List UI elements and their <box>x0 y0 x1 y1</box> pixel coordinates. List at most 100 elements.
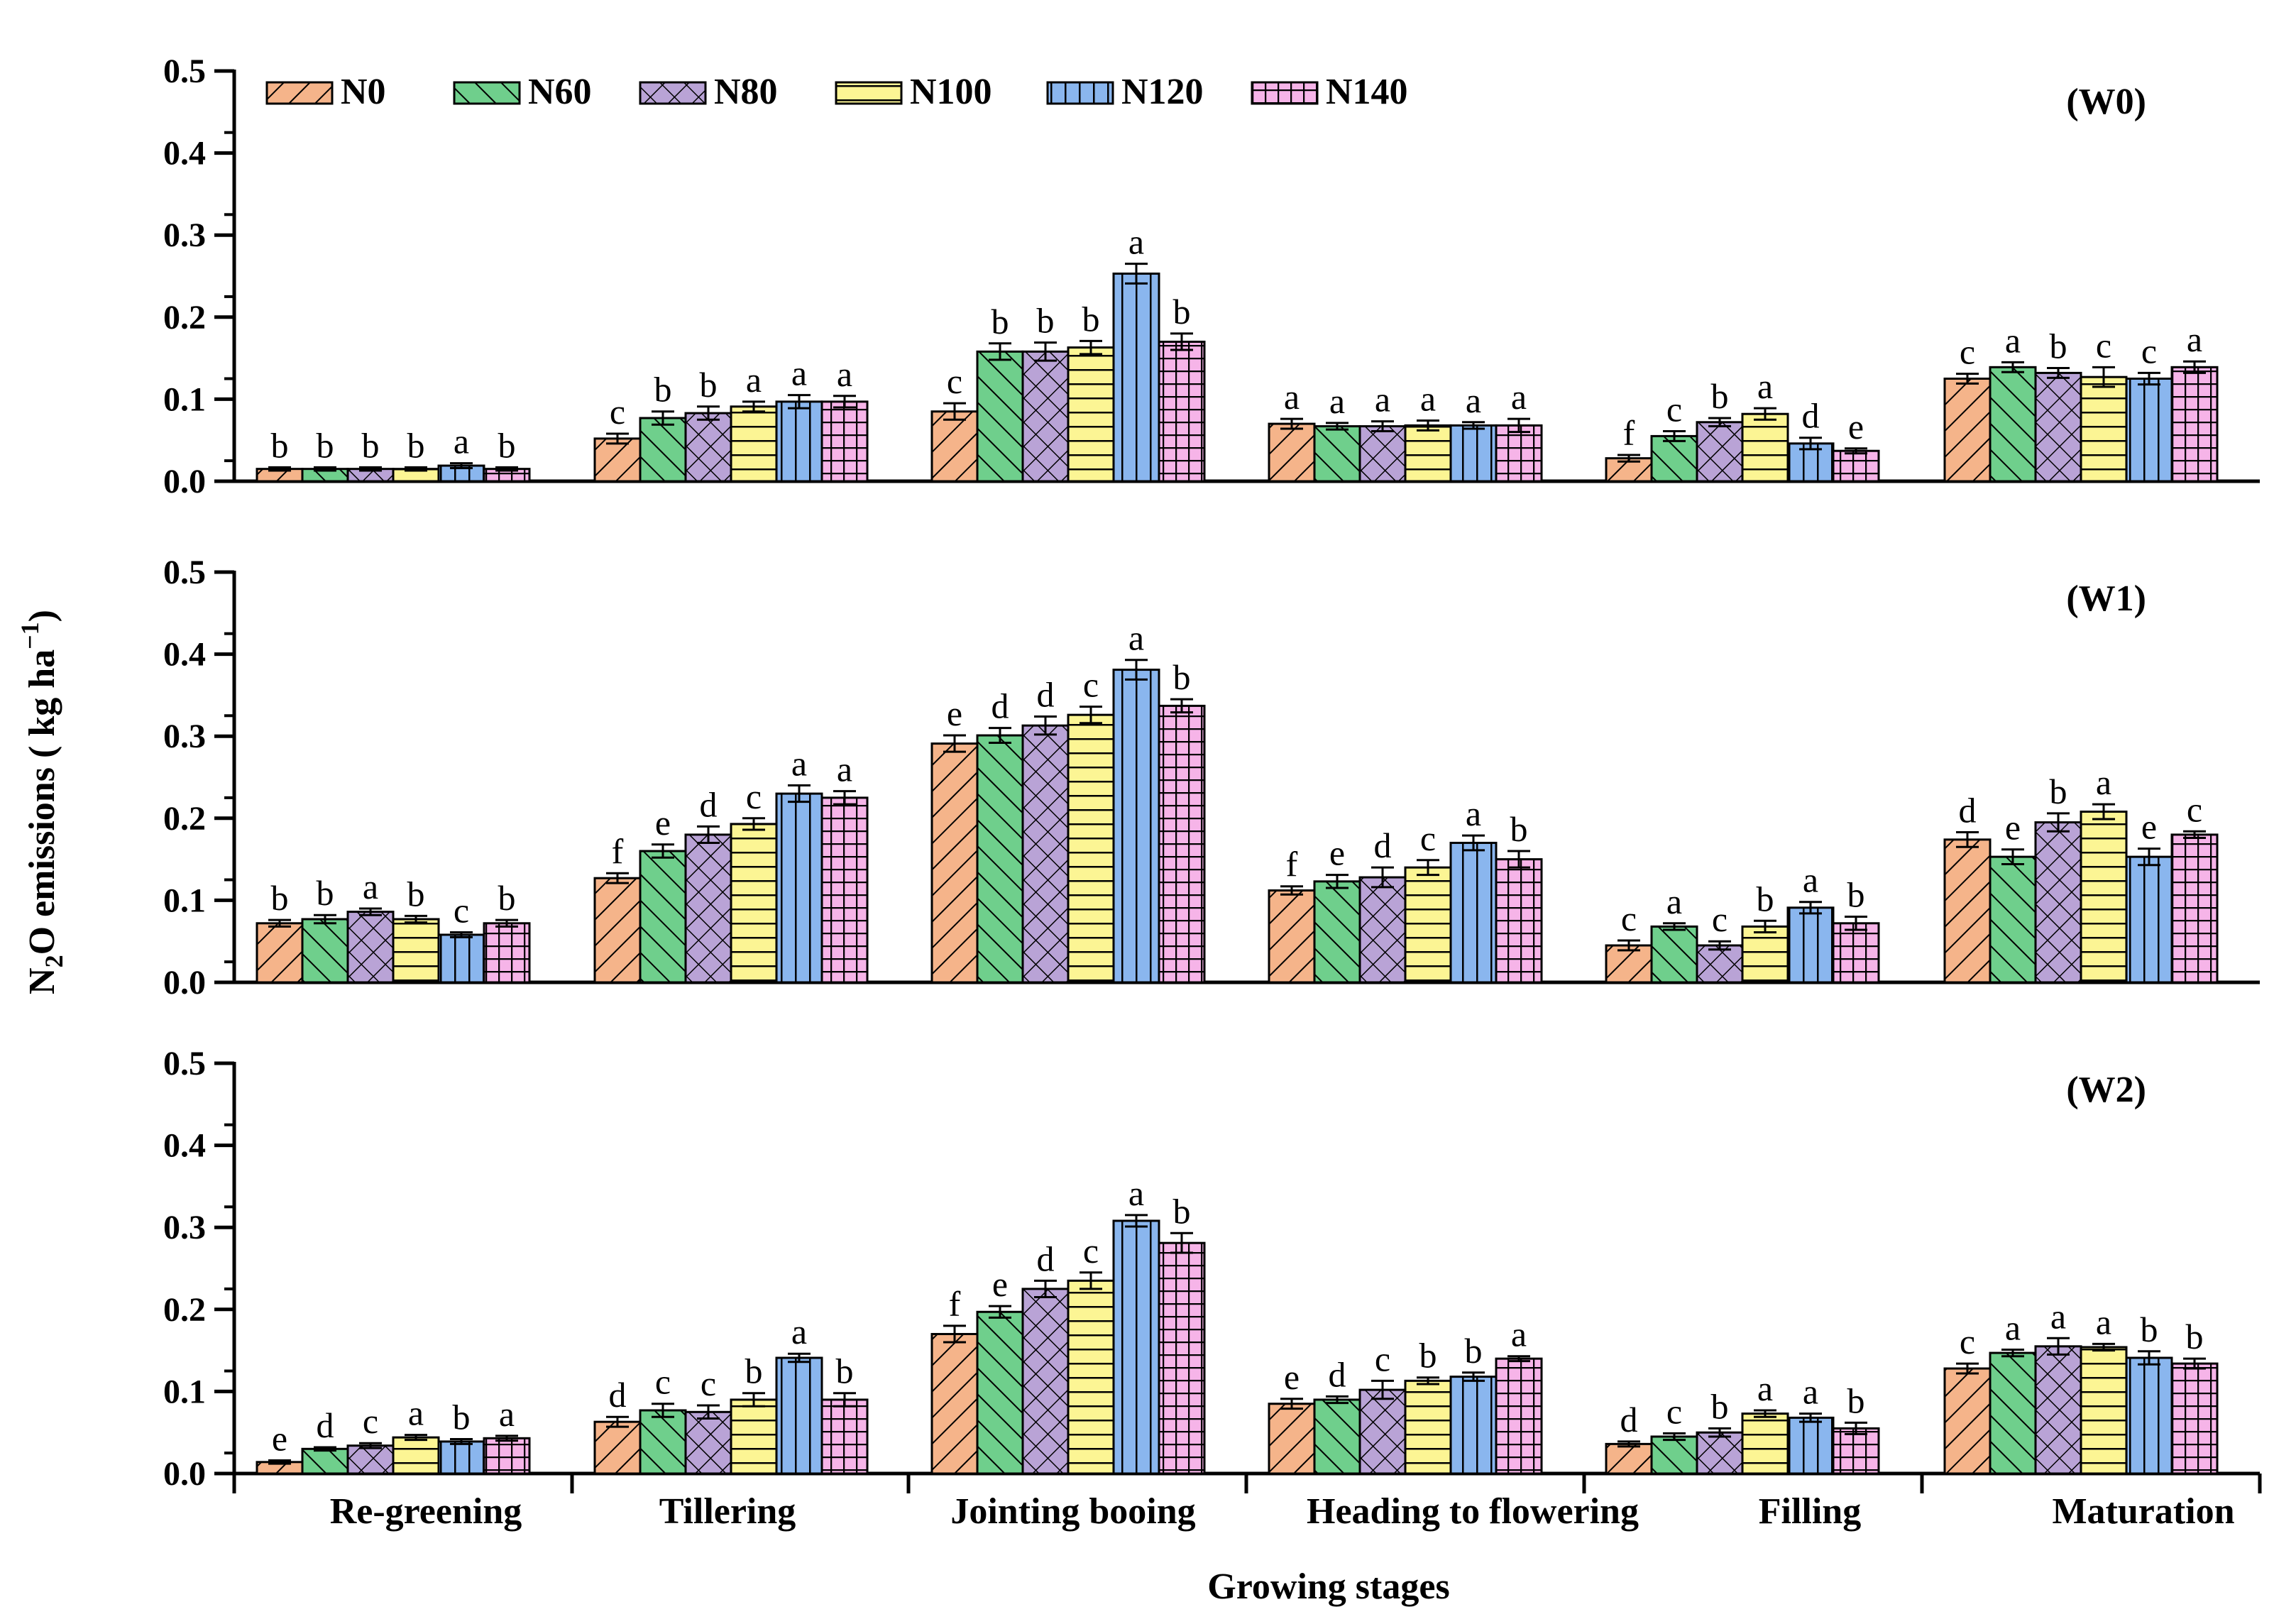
y-tick-label: 0.2 <box>163 1291 206 1329</box>
significance-letter: a <box>1757 366 1773 406</box>
significance-letter: b <box>1711 1386 1729 1426</box>
bar-n100 <box>2080 1346 2128 1475</box>
bar-n140 <box>1495 424 1543 483</box>
significance-letter: a <box>1511 377 1527 417</box>
bar-n80 <box>1358 876 1407 984</box>
bar-n140 <box>1158 1241 1206 1475</box>
significance-letter: b <box>745 1351 763 1391</box>
y-tick-label: 0.0 <box>163 463 206 500</box>
significance-letter: d <box>1329 1354 1346 1394</box>
x-tick-label: Heading to flowering <box>1307 1491 1639 1532</box>
y-tick-label: 0.5 <box>163 554 206 591</box>
bar-n60 <box>639 417 687 483</box>
bar-n100 <box>392 1436 440 1475</box>
bar-n60 <box>1989 855 2037 984</box>
legend-item-n100: N100 <box>835 72 992 112</box>
bar-n140 <box>1832 922 1880 984</box>
bar-n140 <box>1832 1427 1880 1475</box>
significance-letter: a <box>2005 320 2021 360</box>
bar-n0 <box>1943 1367 1992 1475</box>
significance-letter: d <box>317 1405 334 1445</box>
legend-item-n120: N120 <box>1046 72 1204 112</box>
legend-swatch <box>265 81 334 105</box>
bar-n100 <box>1404 424 1452 483</box>
legend-label: N80 <box>714 72 778 112</box>
significance-letter: a <box>1329 381 1345 421</box>
legend-swatch <box>1046 81 1114 105</box>
bar-n0 <box>593 877 642 984</box>
significance-letter: b <box>1757 879 1774 918</box>
significance-letter: b <box>1173 292 1191 331</box>
significance-letter: b <box>1173 657 1191 697</box>
legend: N0 N60 N80 N100 N120 N140 <box>265 72 1408 112</box>
significance-letter: b <box>498 425 516 465</box>
bar-n100 <box>2080 375 2128 483</box>
significance-letter: e <box>992 1264 1008 1304</box>
bar-n120 <box>1449 841 1498 984</box>
bar-n120 <box>1449 424 1498 483</box>
bar-n60 <box>1650 1435 1698 1475</box>
y-tick-label: 0.5 <box>163 1045 206 1082</box>
significance-letter: a <box>837 354 852 394</box>
bar-n140 <box>1495 858 1543 984</box>
significance-letter: b <box>407 874 425 914</box>
significance-letter: b <box>271 425 289 465</box>
bar-n120 <box>2125 378 2173 483</box>
bar-n60 <box>301 918 349 984</box>
significance-letter: a <box>837 750 852 789</box>
bar-n60 <box>1650 925 1698 984</box>
panel-title: (W0) <box>2066 82 2146 122</box>
y-tick-label: 0.5 <box>163 53 206 90</box>
significance-letter: a <box>1466 794 1481 833</box>
significance-letter: b <box>1847 875 1865 915</box>
significance-letter: c <box>655 1362 671 1402</box>
legend-item-n60: N60 <box>453 72 592 112</box>
bar-n100 <box>730 823 778 984</box>
x-tick-label: Filling <box>1759 1491 1861 1532</box>
legend-swatch <box>1251 81 1319 105</box>
significance-letter: d <box>992 686 1009 726</box>
bar-n100 <box>1067 713 1115 984</box>
significance-letter: a <box>499 1394 515 1434</box>
bar-n0 <box>930 1332 979 1475</box>
y-tick-label: 0.0 <box>163 1455 206 1493</box>
significance-letter: b <box>317 425 334 465</box>
significance-letter: d <box>1374 825 1392 865</box>
bar-n120 <box>1112 669 1160 984</box>
y-tick-label: 0.1 <box>163 1373 206 1410</box>
x-tick-label: Maturation <box>2052 1491 2234 1532</box>
significance-letter: b <box>407 425 425 465</box>
legend-label: N140 <box>1326 72 1408 112</box>
bar-n120 <box>437 933 485 984</box>
significance-letter: c <box>1420 818 1436 858</box>
bar-n120 <box>1786 906 1835 984</box>
significance-letter: a <box>2050 1296 2066 1336</box>
bar-n140 <box>483 922 531 984</box>
significance-letter: c <box>1666 1391 1682 1431</box>
bar-n100 <box>1741 1412 1789 1475</box>
significance-letter: b <box>271 878 289 918</box>
bar-n0 <box>1605 1442 1653 1475</box>
significance-letter: a <box>1128 618 1144 658</box>
bar-n0 <box>1268 889 1316 984</box>
significance-letter: a <box>791 744 807 784</box>
bar-n120 <box>775 1356 823 1475</box>
significance-letter: a <box>1803 860 1818 900</box>
y-axis-label: N2O emissions ( kg ha−1) <box>16 610 68 994</box>
significance-letter: d <box>1959 790 1977 830</box>
bar-n120 <box>2125 855 2173 984</box>
significance-letter: a <box>1420 378 1436 418</box>
bar-n120 <box>1112 273 1160 483</box>
bar-n80 <box>1696 944 1744 984</box>
significance-letter: b <box>1711 376 1729 416</box>
significance-letter: d <box>700 784 718 824</box>
bar-n100 <box>1404 1379 1452 1475</box>
legend-label: N100 <box>910 72 992 112</box>
y-tick-label: 0.0 <box>163 964 206 1002</box>
significance-letter: a <box>1511 1315 1527 1354</box>
bar-n60 <box>976 734 1024 984</box>
significance-letter: f <box>1286 845 1298 884</box>
bar-n80 <box>1021 1288 1070 1475</box>
bar-n120 <box>775 400 823 483</box>
